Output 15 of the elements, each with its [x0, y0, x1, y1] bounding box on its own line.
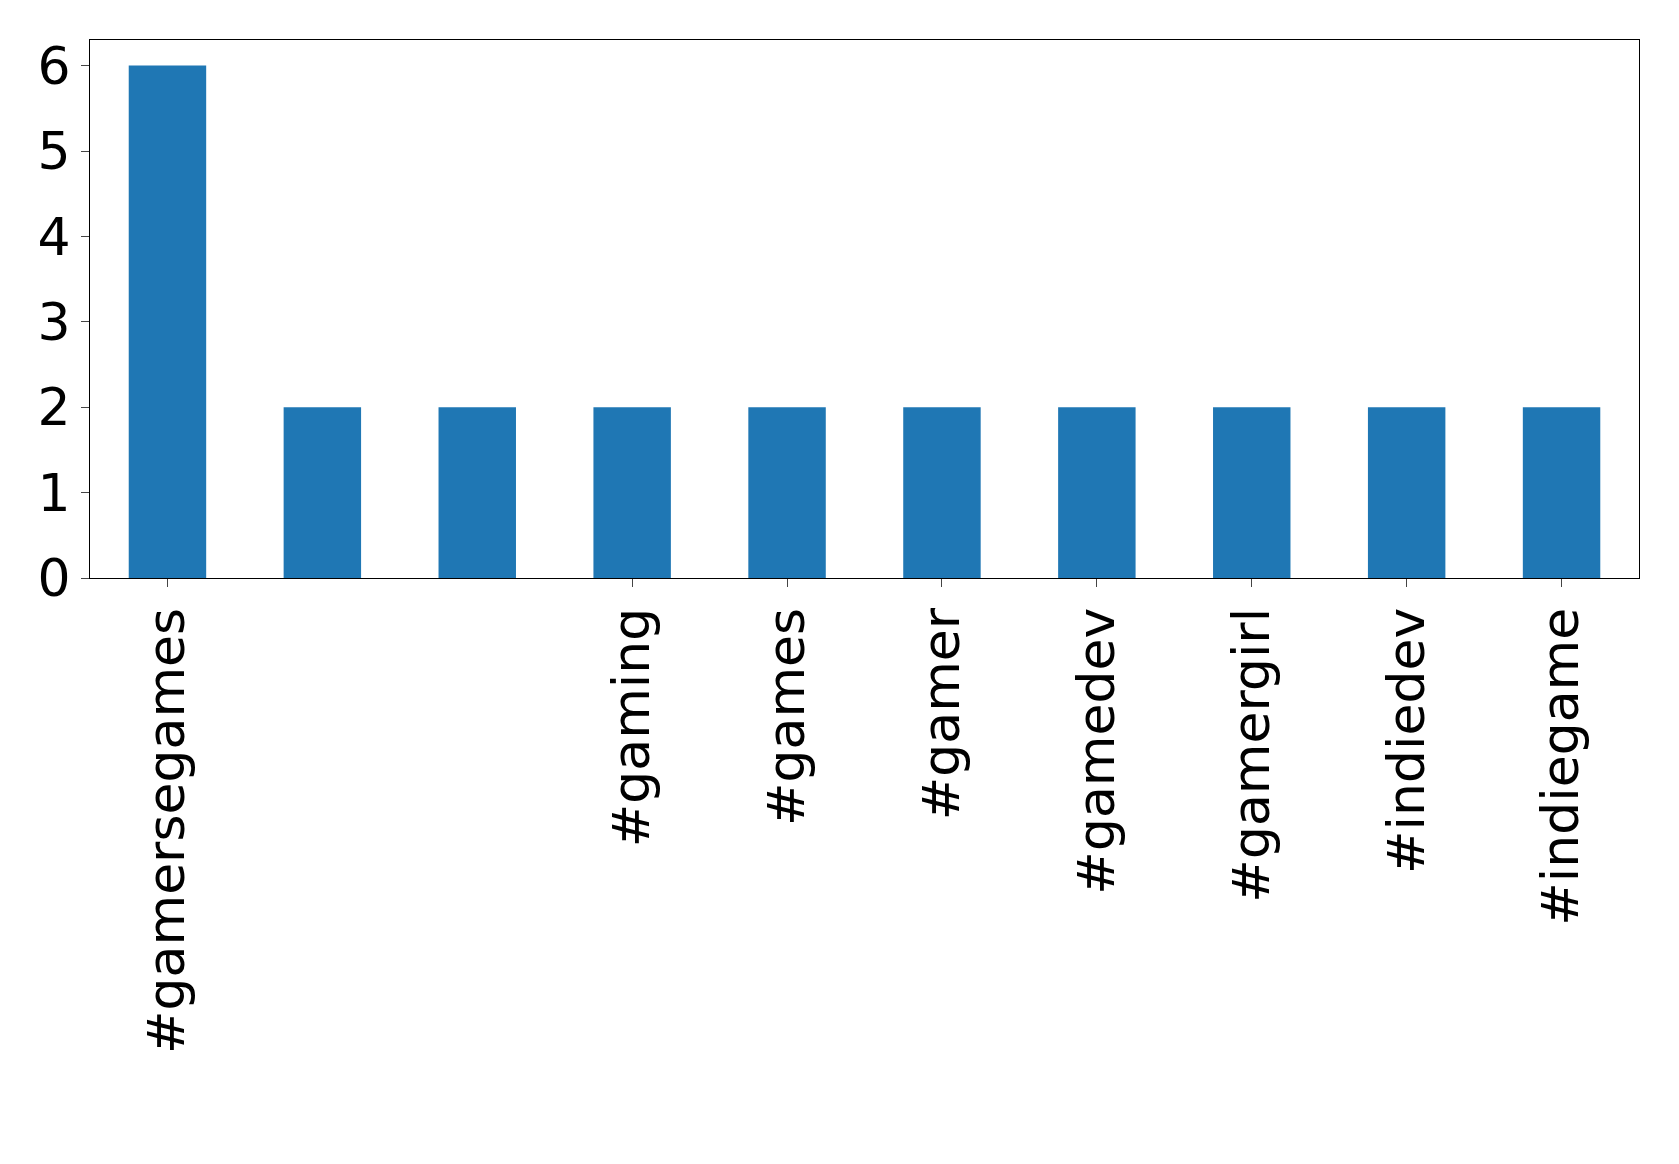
x-tick-label: #gamersegames: [136, 607, 197, 1054]
y-tick-label: 1: [37, 462, 71, 523]
y-tick-label: 3: [37, 292, 71, 353]
x-tick-label: #indiedev: [1375, 607, 1436, 874]
y-tick-label: 6: [37, 35, 71, 96]
x-tick-label: #gamer: [910, 607, 971, 821]
y-tick-label: 0: [37, 548, 71, 609]
x-tick-label: #gaming: [601, 607, 662, 848]
y-tick-label: 2: [37, 377, 71, 438]
x-tick-label: #gamergirl: [1220, 607, 1281, 903]
y-tick-label: 5: [37, 121, 71, 182]
x-tick-label: #indiegame: [1530, 607, 1591, 926]
x-tick-label: #gamedev: [1065, 607, 1126, 895]
x-tick-label: #games: [755, 607, 816, 826]
y-tick-label: 4: [37, 206, 71, 267]
